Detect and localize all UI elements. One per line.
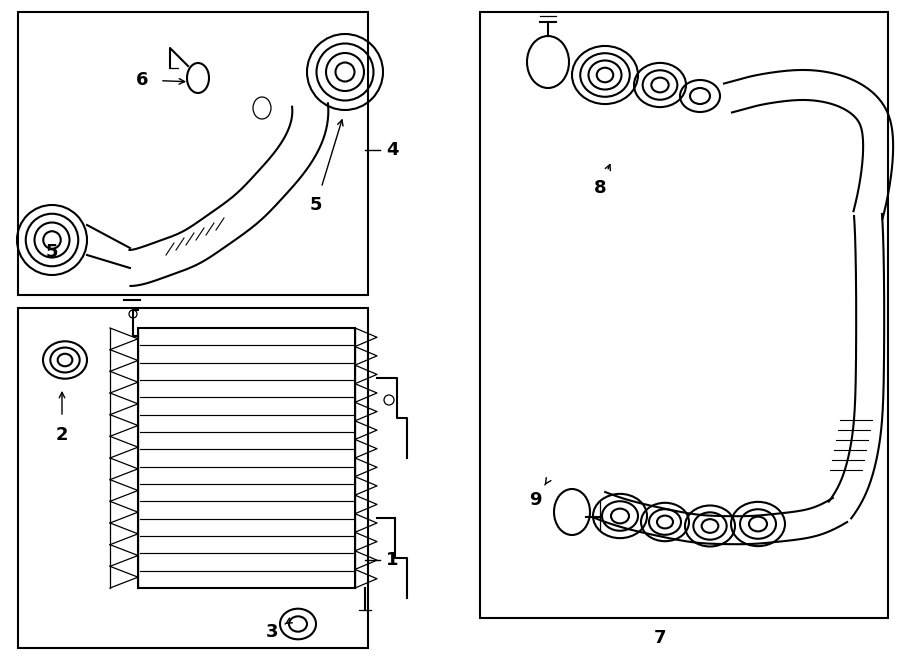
Text: 8: 8 [594, 179, 607, 197]
Bar [18, 308, 368, 648]
Text: 5: 5 [310, 196, 322, 214]
Text: 3: 3 [266, 623, 278, 641]
Text: 5: 5 [46, 243, 58, 261]
Text: 1: 1 [386, 551, 399, 569]
Bar [138, 328, 355, 588]
Text: 2: 2 [56, 426, 68, 444]
Bar [18, 12, 368, 295]
Text: 4: 4 [386, 141, 399, 159]
Text: 9: 9 [529, 491, 541, 509]
Bar [480, 12, 888, 618]
Text: 6: 6 [136, 71, 149, 89]
Text: 7: 7 [653, 629, 666, 647]
